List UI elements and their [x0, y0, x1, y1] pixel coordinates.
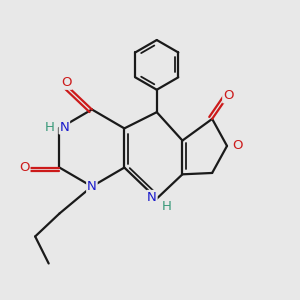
Text: O: O — [223, 89, 234, 103]
Text: H: H — [162, 200, 172, 213]
Text: O: O — [61, 76, 71, 89]
Text: N: N — [87, 180, 97, 193]
Text: N: N — [59, 121, 69, 134]
Text: N: N — [147, 191, 157, 204]
Text: H: H — [45, 121, 55, 134]
Text: O: O — [232, 140, 242, 152]
Text: O: O — [19, 161, 30, 174]
